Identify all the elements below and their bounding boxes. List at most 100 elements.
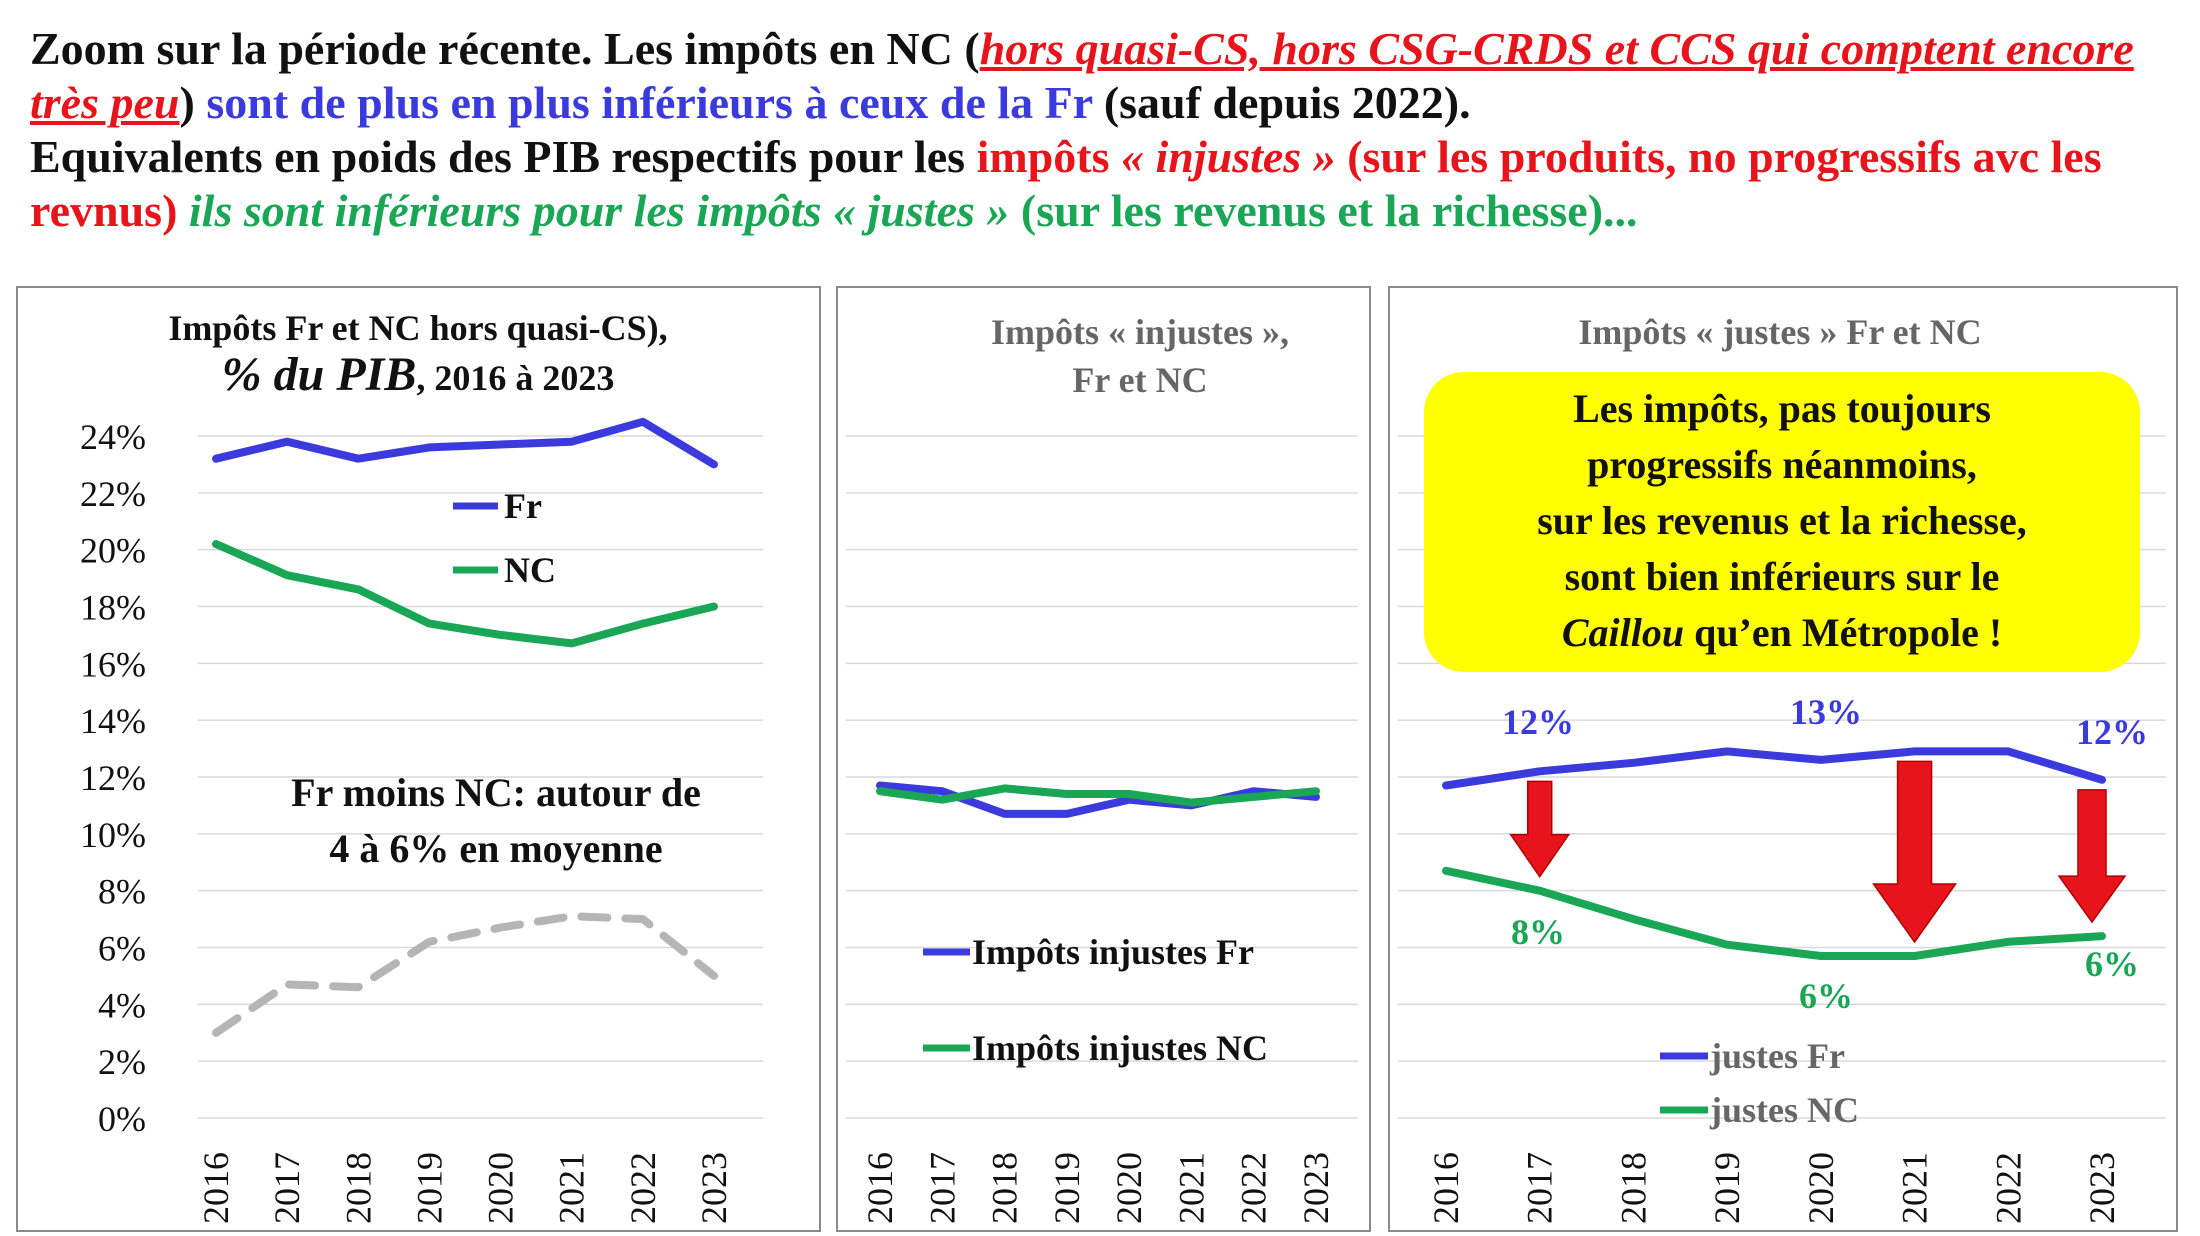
x-tick-label: 2016 <box>1426 1152 1466 1224</box>
legend-unfair-nc-label: Impôts injustes NC <box>972 1028 1268 1068</box>
chart1-gridlines <box>198 435 763 1119</box>
data-label-nc-2023: 6% <box>2085 944 2139 984</box>
y-tick-label: 8% <box>98 872 146 912</box>
x-tick-label: 2017 <box>922 1152 962 1224</box>
gap-arrow-1 <box>1872 760 1958 944</box>
x-tick-label: 2020 <box>1109 1152 1149 1224</box>
chart1-title-rest: , 2016 à 2023 <box>416 358 614 398</box>
data-label-nc-2020: 6% <box>1799 976 1853 1016</box>
x-tick-label: 2016 <box>860 1152 900 1224</box>
chart2-legend: Impôts injustes Fr Impôts injustes NC <box>923 932 1268 1068</box>
x-tick-label: 2023 <box>1296 1152 1336 1224</box>
chart3-title: Impôts « justes » Fr et NC <box>1578 312 1981 352</box>
x-tick-label: 2018 <box>338 1152 378 1224</box>
chart1-x-axis: 2016 2017 2018 2019 2020 2021 2022 2023 <box>196 1152 734 1224</box>
y-tick-label: 0% <box>98 1099 146 1139</box>
chart3-series <box>1442 747 2106 960</box>
header-s6: Equivalents en poids des PIB respectifs … <box>30 131 977 182</box>
x-tick-label: 2019 <box>1047 1152 1087 1224</box>
panel-unfair-taxes: Impôts « injustes », Fr et NC 2016 2017 20… <box>836 286 1371 1232</box>
x-tick-label: 2022 <box>623 1152 663 1224</box>
legend-unfair-fr-label: Impôts injustes Fr <box>972 932 1254 972</box>
series-line-0-1 <box>212 540 718 648</box>
callout-line4: sont bien inférieurs sur le <box>1565 554 2000 599</box>
data-label-fr-2017: 12% <box>1502 702 1574 742</box>
y-tick-label: 18% <box>80 588 146 628</box>
x-tick-label: 2020 <box>481 1152 521 1224</box>
chart1-series <box>212 417 718 1037</box>
chart2-gridlines <box>846 435 1358 1119</box>
chart2-title-line2: Fr et NC <box>1072 360 1207 400</box>
chart1-title-line1: Impôts Fr et NC hors quasi-CS), <box>168 308 667 348</box>
y-tick-label: 2% <box>98 1042 146 1082</box>
y-tick-label: 10% <box>80 815 146 855</box>
chart3-callout: Les impôts, pas toujours progressifs néa… <box>1424 372 2140 672</box>
chart-unfair-taxes: Impôts « injustes », Fr et NC 2016 2017 20… <box>846 312 1358 1224</box>
chart3-legend: justes Fr justes NC <box>1660 1036 1859 1130</box>
callout-box <box>1424 372 2140 672</box>
gap-arrow-0 <box>1509 780 1571 878</box>
header-s5: (sauf depuis 2022). <box>1092 77 1471 128</box>
chart-total-taxes: Impôts Fr et NC hors quasi-CS), % du PIB… <box>80 308 763 1224</box>
y-tick-label: 22% <box>80 474 146 514</box>
y-tick-label: 4% <box>98 985 146 1025</box>
header-s10: ils sont inférieurs pour les impôts « ju… <box>177 185 1010 236</box>
x-tick-label: 2022 <box>1988 1152 2028 1224</box>
header-s11: (sur les revenus et la richesse)... <box>1009 185 1638 236</box>
legend-fair-nc-label: justes NC <box>1709 1090 1859 1130</box>
legend-fair-fr-label: justes Fr <box>1709 1036 1845 1076</box>
chart3-x-axis: 2016 2017 2018 2019 2020 2021 2022 2023 <box>1426 1152 2122 1224</box>
panel-fair-taxes: Impôts « justes » Fr et NC 2016 2017 2018 2… <box>1388 286 2178 1232</box>
header-s8: « injustes » <box>1109 131 1336 182</box>
chart1-annotation-line2: 4 à 6% en moyenne <box>329 826 662 871</box>
data-label-nc-2017: 8% <box>1511 912 1565 952</box>
x-tick-label: 2021 <box>1895 1152 1935 1224</box>
x-tick-label: 2016 <box>196 1152 236 1224</box>
y-tick-label: 20% <box>80 531 146 571</box>
x-tick-label: 2023 <box>2082 1152 2122 1224</box>
x-tick-label: 2019 <box>409 1152 449 1224</box>
callout-line5: Caillou qu’en Métropole ! <box>1562 610 2002 655</box>
x-tick-label: 2021 <box>1171 1152 1211 1224</box>
chart1-title-emph: % du PIB <box>222 348 417 401</box>
x-tick-label: 2020 <box>1801 1152 1841 1224</box>
header-s4: sont de plus en plus inférieurs à ceux d… <box>194 77 1093 128</box>
chart2-series <box>876 781 1320 818</box>
data-label-fr-2020: 13% <box>1790 692 1862 732</box>
x-tick-label: 2018 <box>1613 1152 1653 1224</box>
series-line-2-1 <box>1442 866 2106 960</box>
y-tick-label: 24% <box>80 417 146 457</box>
chart2-title-line1: Impôts « injustes », <box>991 312 1289 352</box>
chart1-annotation-line1: Fr moins NC: autour de <box>291 770 701 815</box>
y-tick-label: 12% <box>80 758 146 798</box>
callout-line3: sur les revenus et la richesse, <box>1537 498 2027 543</box>
data-label-fr-2023: 12% <box>2076 712 2148 752</box>
callout-caillou: Caillou <box>1562 610 1684 655</box>
x-tick-label: 2023 <box>694 1152 734 1224</box>
y-tick-label: 6% <box>98 929 146 969</box>
chart3-data-labels: 12% 13% 12% 8% 6% 6% <box>1502 692 2148 1016</box>
chart3-gap-arrows <box>1509 760 2127 944</box>
x-tick-label: 2021 <box>552 1152 592 1224</box>
x-tick-label: 2019 <box>1707 1152 1747 1224</box>
series-line-1-1 <box>876 784 1320 807</box>
header-s1: Zoom sur la période récente. Les impôts … <box>30 23 980 74</box>
chart1-title-line2: % du PIB, 2016 à 2023 <box>222 348 615 401</box>
legend-nc-label: NC <box>504 550 556 590</box>
series-line-2-0 <box>1442 747 2106 790</box>
series-line-0-0 <box>212 417 718 469</box>
callout-line2: progressifs néanmoins, <box>1587 442 1977 487</box>
gap-arrow-2 <box>2057 789 2127 924</box>
header-text: Zoom sur la période récente. Les impôts … <box>30 22 2180 238</box>
header-s7: impôts <box>976 131 1110 182</box>
callout-end: qu’en Métropole ! <box>1684 610 2002 655</box>
header-s2: hors quasi-CS, hors CSG-CRDS et CCS qui … <box>30 23 2134 128</box>
chart1-legend: Fr NC <box>453 486 556 590</box>
y-tick-label: 16% <box>80 644 146 684</box>
panel-total-taxes: Impôts Fr et NC hors quasi-CS), % du PIB… <box>16 286 821 1232</box>
chart2-x-axis: 2016 2017 2018 2019 2020 2021 2022 2023 <box>860 1152 1336 1224</box>
chart1-y-axis: 0% 2% 4% 6% 8% 10% 12% 14% 16% 18% 20% 22% 24% <box>80 417 146 1139</box>
x-tick-label: 2017 <box>1520 1152 1560 1224</box>
x-tick-label: 2018 <box>985 1152 1025 1224</box>
header-s3: ) <box>179 77 195 128</box>
